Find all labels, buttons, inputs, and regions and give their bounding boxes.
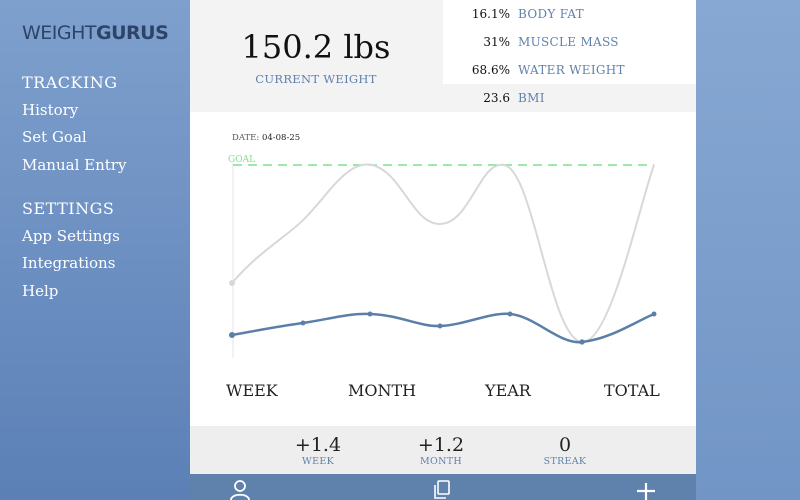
background-strip: [696, 0, 800, 500]
summary-month: +1.2 MONTH: [381, 426, 501, 467]
stat-row-body-fat: 16.1% BODY FAT: [443, 0, 696, 28]
stat-row-muscle-mass: 31% MUSCLE MASS: [443, 28, 696, 56]
logo-text-gurus: GURUS: [96, 22, 169, 44]
primary-point-3: [367, 311, 373, 317]
primary-point-7: [651, 311, 657, 317]
primary-point-4: [437, 323, 443, 329]
nav-item-manual-entry[interactable]: Manual Entry: [22, 156, 127, 174]
range-tab-year[interactable]: YEAR: [485, 381, 531, 400]
plus-icon[interactable]: [632, 478, 660, 500]
stat-value: 68.6%: [471, 63, 510, 77]
summary-label: WEEK: [302, 456, 334, 467]
summary-value: +1.2: [417, 434, 465, 456]
summary-value: 0: [558, 434, 572, 456]
summary-label: STREAK: [543, 456, 587, 467]
copy-icon[interactable]: [429, 478, 457, 500]
stat-label: BODY FAT: [518, 7, 584, 21]
range-tab-total[interactable]: TOTAL: [604, 381, 660, 400]
goal-label: GOAL: [228, 155, 256, 165]
logo-text-weight: WEIGHT: [22, 22, 97, 44]
current-weight-label: CURRENT WEIGHT: [255, 72, 377, 86]
nav-item-integrations[interactable]: Integrations: [22, 254, 116, 272]
chart-date-label: DATE: 04-08-25: [232, 133, 300, 143]
range-tab-month[interactable]: MONTH: [348, 381, 417, 400]
sidebar: WEIGHTGURUS TRACKING History Set Goal Ma…: [0, 0, 190, 500]
settings-section-title: SETTINGS: [22, 199, 115, 218]
primary-point-6: [579, 339, 585, 345]
summary-streak: 0 STREAK: [505, 426, 625, 467]
stat-label: MUSCLE MASS: [518, 35, 619, 49]
body-stats-panel: [443, 0, 696, 84]
date-prefix: DATE:: [232, 133, 260, 143]
stat-value: 23.6: [483, 91, 510, 105]
app-logo: WEIGHTGURUS: [22, 22, 169, 44]
nav-item-set-goal[interactable]: Set Goal: [22, 128, 87, 146]
nav-item-help[interactable]: Help: [22, 282, 59, 300]
nav-item-history[interactable]: History: [22, 101, 79, 119]
current-weight-value: 150.2 lbs: [241, 28, 391, 66]
secondary-start-point: [229, 280, 235, 286]
bottom-toolbar: [190, 474, 696, 500]
stat-label: BMI: [518, 91, 545, 105]
primary-point-2: [300, 320, 306, 326]
person-icon[interactable]: [226, 478, 254, 500]
summary-value: +1.4: [294, 434, 342, 456]
change-summary-bar: +1.4 WEEK +1.2 MONTH 0 STREAK: [190, 426, 696, 474]
summary-week: +1.4 WEEK: [258, 426, 378, 467]
summary-label: MONTH: [420, 456, 462, 467]
range-tab-week[interactable]: WEEK: [226, 381, 278, 400]
secondary-trend-line: [231, 163, 655, 344]
weight-trend-chart: [229, 163, 657, 358]
stat-label: WATER WEIGHT: [518, 63, 625, 77]
stat-value: 16.1%: [471, 7, 510, 21]
stat-value: 31%: [483, 35, 510, 49]
date-value: 04-08-25: [261, 133, 301, 143]
primary-point-5: [507, 311, 513, 317]
main-panel: 150.2 lbs CURRENT WEIGHT 16.1% BODY FAT …: [190, 0, 696, 500]
nav-item-app-settings[interactable]: App Settings: [22, 227, 120, 245]
stat-row-bmi: 23.6 BMI: [443, 84, 696, 112]
primary-point-1: [229, 332, 235, 338]
stat-row-water-weight: 68.6% WATER WEIGHT: [443, 56, 696, 84]
tracking-section-title: TRACKING: [22, 73, 118, 92]
